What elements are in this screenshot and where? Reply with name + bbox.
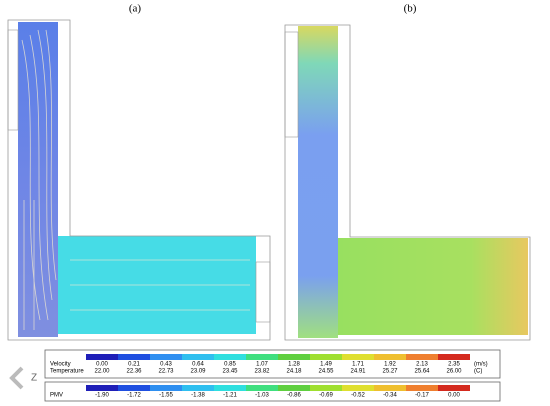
legend-value: 22.73 — [158, 369, 174, 375]
legend-value: 1.49 — [320, 362, 332, 368]
color-swatch — [182, 385, 214, 391]
legends: Velocity 0.00 0.21 0.43 0.64 0.85 1.07 1.28 1.49… — [50, 354, 488, 399]
legend-value: 1.07 — [256, 362, 268, 368]
axis-label: Z — [31, 373, 37, 384]
color-swatch — [182, 354, 214, 360]
legend-value: 23.82 — [254, 369, 270, 375]
panel-label: (a) — [129, 3, 142, 15]
color-swatch — [342, 354, 374, 360]
panel-a — [7, 19, 271, 341]
color-swatch — [310, 385, 342, 391]
legend-value: -1.38 — [191, 393, 205, 399]
field-column — [298, 26, 338, 338]
legend-value: -1.90 — [95, 393, 109, 399]
outline — [255, 261, 271, 323]
legend-value: 0.85 — [224, 362, 236, 368]
color-swatch — [86, 385, 118, 391]
legend-value: 2.13 — [416, 362, 428, 368]
legend-value: 0.21 — [128, 362, 140, 368]
outline — [7, 19, 271, 341]
color-swatch — [374, 385, 406, 391]
legend-value: -0.34 — [383, 393, 397, 399]
color-swatch — [278, 354, 310, 360]
legend-value: 1.92 — [384, 362, 396, 368]
color-swatch — [246, 385, 278, 391]
color-swatch — [118, 354, 150, 360]
color-swatch — [246, 354, 278, 360]
legend-value: 24.18 — [286, 369, 302, 375]
legend-row-name: Temperature — [50, 369, 84, 375]
color-swatch — [86, 354, 118, 360]
color-swatch — [342, 385, 374, 391]
field-room — [338, 238, 528, 335]
legend-value: 26.00 — [446, 369, 462, 375]
legend-value: -0.17 — [415, 393, 429, 399]
legend-value: -0.52 — [351, 393, 365, 399]
legend-value: 24.55 — [318, 369, 334, 375]
color-swatch — [438, 385, 470, 391]
legend-unit: (C) — [474, 369, 482, 375]
legend-value: 0.00 — [96, 362, 108, 368]
color-swatch — [118, 385, 150, 391]
legend-value: 25.27 — [382, 369, 398, 375]
legend-value: 1.71 — [352, 362, 364, 368]
panel-label: (b) — [404, 3, 417, 15]
legend-value: 25.64 — [414, 369, 430, 375]
legend-value: 0.43 — [160, 362, 172, 368]
color-swatch — [214, 354, 246, 360]
color-swatch — [278, 385, 310, 391]
legend-value: 22.00 — [94, 369, 110, 375]
legend-value: -1.03 — [255, 393, 269, 399]
velocity-arrows — [21, 29, 250, 330]
color-swatch — [310, 354, 342, 360]
color-swatch — [150, 385, 182, 391]
outline — [7, 29, 19, 131]
outline — [284, 31, 299, 138]
color-swatch — [214, 385, 246, 391]
legend-value: -0.69 — [319, 393, 333, 399]
color-swatch — [406, 354, 438, 360]
legend-value: 0.64 — [192, 362, 204, 368]
legend-value: -1.72 — [127, 393, 141, 399]
outline — [284, 24, 531, 341]
color-swatch — [150, 354, 182, 360]
legend-value: 23.09 — [190, 369, 206, 375]
axis-arrow — [9, 366, 24, 390]
legend-value: -1.55 — [159, 393, 173, 399]
legend-value: 0.00 — [448, 393, 460, 399]
color-swatch — [438, 354, 470, 360]
legend-value: -0.86 — [287, 393, 301, 399]
legend-box — [44, 381, 501, 402]
legend-value: -1.21 — [223, 393, 237, 399]
legend-unit: (m/s) — [474, 362, 488, 368]
legend-value: 1.28 — [288, 362, 300, 368]
legend-row-name: PMV — [50, 393, 63, 399]
legend-value: 23.45 — [222, 369, 238, 375]
color-swatch — [374, 354, 406, 360]
panel-b — [284, 24, 531, 341]
legend-value: 24.91 — [350, 369, 366, 375]
legend-value: 2.35 — [448, 362, 460, 368]
color-swatch — [406, 385, 438, 391]
legend-row-name: Velocity — [50, 362, 71, 368]
legend-value: 22.36 — [126, 369, 142, 375]
